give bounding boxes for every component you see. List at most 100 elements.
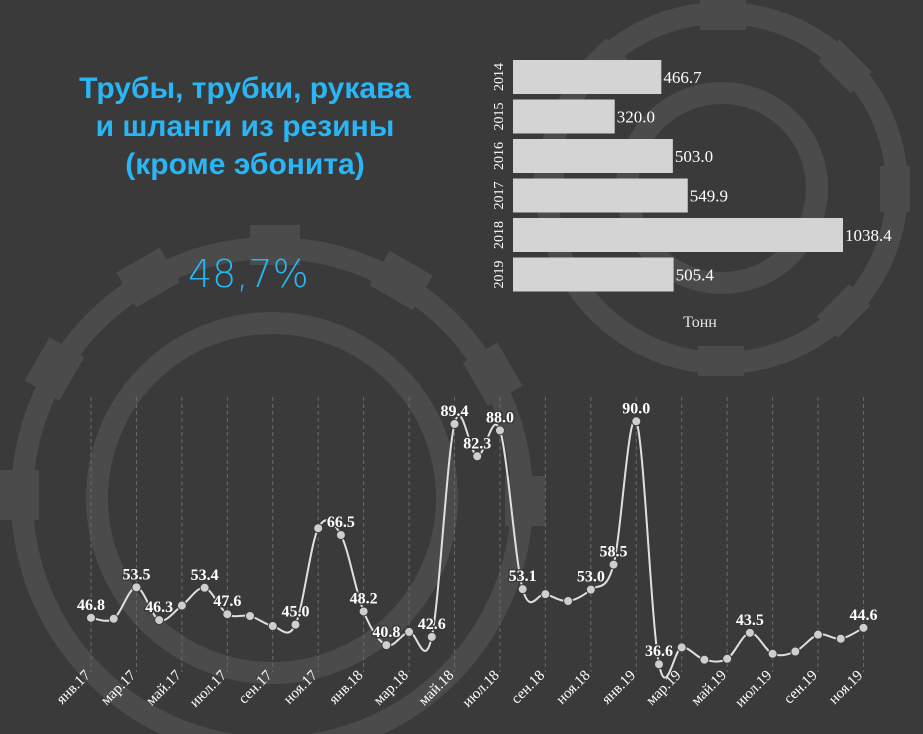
bar-value-label: 505.4 <box>676 266 715 285</box>
data-label: 43.5 <box>736 612 764 629</box>
bar-axis-label: Тонн <box>683 314 717 331</box>
data-point <box>858 622 869 633</box>
x-tick-label: май.19 <box>688 668 730 710</box>
bar-value-label: 549.9 <box>690 187 728 206</box>
bar-2015 <box>513 99 615 134</box>
bar-value-label: 466.7 <box>663 68 702 87</box>
data-label: 47.6 <box>213 593 241 610</box>
bar-2017 <box>513 178 688 213</box>
title-line-3: (кроме эбонита) <box>125 148 365 181</box>
data-point <box>290 619 301 630</box>
data-point <box>449 419 460 429</box>
data-point <box>767 648 778 659</box>
data-label: 42.6 <box>418 616 446 633</box>
x-tick-label: июл.17 <box>187 667 231 711</box>
x-tick-label: янв.17 <box>54 667 94 707</box>
x-tick-label: сен.19 <box>781 668 821 708</box>
data-point <box>86 612 96 623</box>
bar-value-label: 1038.4 <box>845 226 892 245</box>
bar-category-label: 2019 <box>492 261 507 289</box>
data-label: 40.8 <box>372 624 400 641</box>
data-point <box>517 584 528 595</box>
data-point <box>108 613 119 624</box>
data-label: 53.1 <box>509 568 537 585</box>
data-label: 66.5 <box>327 514 355 531</box>
bar-2019 <box>513 257 674 292</box>
data-label: 53.0 <box>577 569 605 586</box>
x-tick-label: мар.19 <box>643 668 684 709</box>
data-point <box>699 654 710 665</box>
data-label: 46.3 <box>145 599 173 616</box>
data-point <box>335 530 346 541</box>
x-tick-label: июл.18 <box>460 668 503 711</box>
data-label: 48.2 <box>350 590 378 607</box>
bar-category-label: 2014 <box>492 63 507 91</box>
data-point <box>222 609 233 620</box>
data-label: 46.8 <box>77 597 105 614</box>
data-point <box>676 642 687 653</box>
chart-title: Трубы, трубки, рукава и шланги из резины… <box>40 70 450 184</box>
data-point <box>472 451 483 462</box>
data-label: 44.6 <box>849 607 877 624</box>
bar-category-label: 2016 <box>492 142 507 170</box>
data-label: 53.5 <box>122 566 150 583</box>
bar-category-label: 2015 <box>492 103 507 131</box>
data-point <box>722 653 733 664</box>
data-point <box>404 626 415 637</box>
data-label: 89.4 <box>441 403 469 420</box>
bar-2018 <box>513 218 843 252</box>
x-tick-label: янв.19 <box>599 668 639 708</box>
data-point <box>154 615 165 626</box>
data-label: 53.4 <box>191 567 219 584</box>
data-label: 82.3 <box>463 435 491 452</box>
data-point <box>631 416 642 427</box>
data-point <box>176 600 187 611</box>
data-point <box>313 523 324 534</box>
data-point <box>608 559 619 570</box>
data-point <box>563 595 574 606</box>
data-point <box>494 425 505 436</box>
data-point <box>358 606 369 617</box>
title-line-2: и шланги из резины <box>95 110 395 143</box>
data-point <box>245 611 256 622</box>
data-point <box>267 621 278 632</box>
x-tick-label: мар.17 <box>98 667 140 709</box>
data-point <box>199 582 210 593</box>
data-point <box>835 633 846 644</box>
data-label: 90.0 <box>622 400 650 417</box>
x-tick-label: сен.17 <box>236 667 276 707</box>
highlight-percentage: 48,7% <box>188 252 309 296</box>
x-tick-label: ноя.17 <box>281 667 322 708</box>
x-tick-label: июл.19 <box>732 668 775 711</box>
x-tick-label: ноя.18 <box>553 668 593 708</box>
data-point <box>540 589 551 600</box>
bar-value-label: 320.0 <box>617 108 655 127</box>
bar-2014 <box>513 60 662 94</box>
data-point <box>654 659 664 670</box>
data-point <box>381 640 392 651</box>
bar-category-label: 2018 <box>492 221 507 249</box>
data-point <box>426 631 437 642</box>
x-tick-label: мар.18 <box>371 668 412 709</box>
bar-category-label: 2017 <box>492 182 507 210</box>
data-label: 36.6 <box>645 643 673 660</box>
bar-2016 <box>513 139 673 173</box>
data-point <box>585 584 596 595</box>
x-tick-label: сен.18 <box>508 668 548 708</box>
bar-value-label: 503.0 <box>675 147 713 166</box>
data-point <box>131 582 142 593</box>
x-tick-label: янв.18 <box>326 668 366 708</box>
data-point <box>813 629 824 640</box>
data-label: 45.0 <box>281 604 309 621</box>
series-line <box>90 414 864 679</box>
data-label: 88.0 <box>486 409 514 426</box>
title-line-1: Трубы, трубки, рукава <box>79 72 411 105</box>
data-point <box>744 627 755 638</box>
x-tick-label: ноя.19 <box>826 668 866 708</box>
data-point <box>790 646 801 657</box>
data-label: 58.5 <box>600 544 628 561</box>
x-tick-label: май.17 <box>143 667 185 709</box>
